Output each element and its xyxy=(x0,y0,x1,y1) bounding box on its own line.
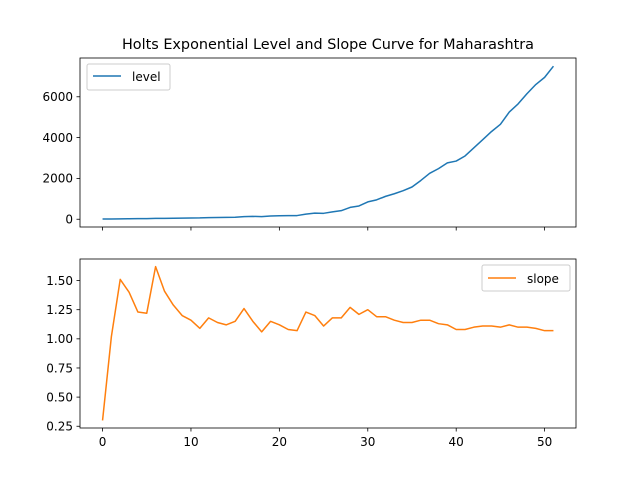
slope-y-tick-label: 1.25 xyxy=(46,303,73,317)
slope-series-line xyxy=(101,265,554,421)
level-legend-frame xyxy=(86,63,171,91)
level-y-tick-label: 0 xyxy=(65,213,73,227)
slope-y-tick-label: 0.25 xyxy=(46,420,73,434)
level-plot-area: 0 2000 4000 6000 xyxy=(42,57,577,231)
slope-x-tick-label: 0 xyxy=(99,435,107,449)
slope-axes-frame xyxy=(79,258,577,429)
slope-legend-label: slope xyxy=(527,272,559,286)
slope-legend: slope xyxy=(481,264,571,292)
level-legend-label: level xyxy=(132,70,161,84)
level-series-line xyxy=(102,65,555,220)
level-legend: level xyxy=(86,63,171,91)
level-y-tick-label: 4000 xyxy=(42,131,73,145)
slope-plot-area: 0.25 0.50 0.75 1.00 1.25 1.50 0 10 20 30 40 50 xyxy=(46,258,577,449)
slope-x-tick-label: 10 xyxy=(183,435,198,449)
slope-y-tick-label: 0.50 xyxy=(46,390,73,404)
slope-x-tick-label: 40 xyxy=(449,435,464,449)
slope-legend-frame xyxy=(481,264,571,292)
slope-y-tick-label: 1.50 xyxy=(46,274,73,288)
slope-y-tick-label: 0.75 xyxy=(46,361,73,375)
level-axes-frame xyxy=(79,57,577,228)
level-y-tick-label: 6000 xyxy=(42,90,73,104)
slope-x-tick-label: 30 xyxy=(360,435,375,449)
slope-x-tick-label: 50 xyxy=(537,435,552,449)
slope-panel: 0.25 0.50 0.75 1.00 1.25 1.50 0 10 20 30 40 50 slop… xyxy=(46,258,577,449)
chart-title: Holts Exponential Level and Slope Curve … xyxy=(122,37,534,53)
level-y-tick-label: 2000 xyxy=(42,172,73,186)
level-panel: Holts Exponential Level and Slope Curve … xyxy=(42,37,577,231)
slope-x-tick-label: 20 xyxy=(272,435,287,449)
slope-y-tick-label: 1.00 xyxy=(46,332,73,346)
